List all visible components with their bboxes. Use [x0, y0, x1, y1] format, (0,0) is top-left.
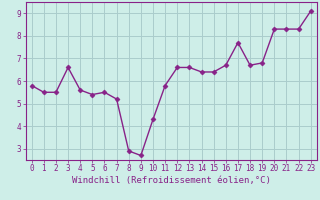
X-axis label: Windchill (Refroidissement éolien,°C): Windchill (Refroidissement éolien,°C)	[72, 176, 271, 185]
